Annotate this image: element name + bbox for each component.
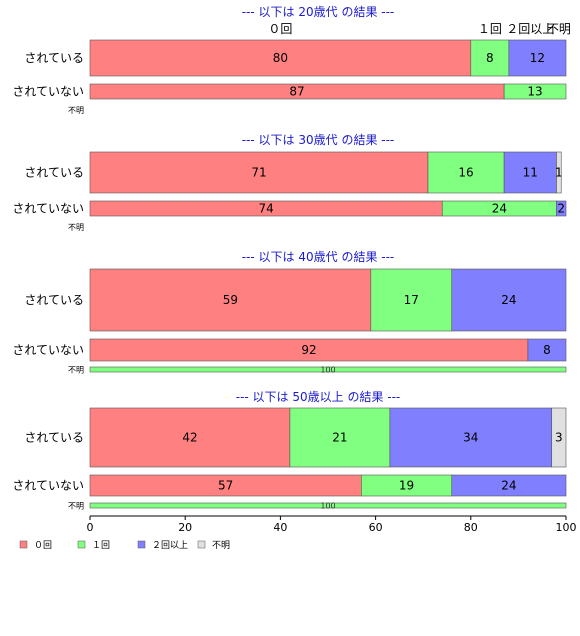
x-tick-label-1: 20 (178, 521, 192, 534)
row-label-0-0: されている (24, 51, 84, 65)
x-tick-label-3: 60 (369, 521, 383, 534)
legend-swatch-0 (19, 540, 28, 549)
bar-label-1-1-2: 2 (557, 202, 565, 216)
bar-segment-2-0-0 (89, 268, 372, 332)
bar-segment-2-2-1 (89, 366, 567, 373)
row-label-3-1: されていない (12, 479, 84, 493)
panel-title-2: --- 以下は 40歳代 の結果 --- (242, 250, 395, 264)
bar-label-3-1-0: 57 (218, 479, 233, 493)
bar-label-3-0-3: 3 (555, 431, 563, 445)
bar-label-3-2-1: 100 (320, 502, 335, 511)
bar-segment-1-1-2 (556, 200, 567, 217)
legend-label-0: ０回 (34, 540, 52, 551)
x-tick-label-5: 100 (556, 521, 577, 534)
bar-segment-3-0-3 (551, 407, 567, 468)
bar-label-3-0-0: 42 (182, 431, 197, 445)
legend-swatch-3 (197, 540, 206, 549)
bar-label-3-0-2: 34 (463, 431, 478, 445)
x-tick-label-2: 40 (273, 521, 287, 534)
bar-label-0-0-1: 8 (486, 51, 494, 65)
bar-segment-3-0-2 (389, 407, 553, 468)
bar-segment-0-0-1 (470, 39, 510, 77)
row-label-3-2: 不明 (68, 502, 84, 511)
legend-label-2: ２回以上 (152, 540, 188, 551)
bar-label-2-1-2: 8 (543, 343, 551, 357)
bar-label-0-1-1: 13 (527, 85, 542, 99)
bar-label-1-0-1: 16 (458, 166, 473, 180)
x-tick-label-0: 0 (87, 521, 94, 534)
bar-segment-2-1-2 (527, 338, 567, 362)
column-label-0: ０回 (268, 22, 292, 36)
bar-label-3-1-1: 19 (399, 479, 414, 493)
bar-segment-3-0-0 (89, 407, 291, 468)
row-label-1-2: 不明 (68, 223, 84, 232)
bar-label-2-0-0: 59 (223, 293, 238, 307)
bar-label-0-1-0: 87 (289, 85, 304, 99)
row-label-1-1: されていない (12, 202, 84, 216)
row-label-3-0: されている (24, 431, 84, 445)
bar-label-2-0-1: 17 (404, 293, 419, 307)
bar-label-1-0-2: 11 (523, 166, 538, 180)
row-label-2-0: されている (24, 293, 84, 307)
bar-label-2-2-1: 100 (320, 366, 335, 375)
bar-label-3-1-2: 24 (501, 479, 516, 493)
column-label-2: ２回以上 (506, 22, 554, 36)
row-label-2-2: 不明 (68, 366, 84, 375)
column-label-1: １回 (478, 22, 502, 36)
bar-segment-1-0-1 (427, 151, 505, 194)
bar-segment-1-0-2 (503, 151, 557, 194)
panel-title-3: --- 以下は 50歳以上 の結果 --- (236, 390, 401, 404)
bar-label-2-0-2: 24 (501, 293, 516, 307)
legend-swatch-1 (77, 540, 86, 549)
row-label-2-1: されていない (12, 343, 84, 357)
bar-segment-0-0-2 (508, 39, 567, 77)
bar-label-1-1-1: 24 (492, 202, 507, 216)
bar-segment-3-0-1 (289, 407, 391, 468)
bar-label-1-0-3: 1 (555, 166, 563, 180)
row-label-1-0: されている (24, 166, 84, 180)
bar-segment-0-1-1 (503, 83, 567, 100)
bar-segment-3-1-2 (451, 474, 567, 497)
bar-segment-2-0-2 (451, 268, 567, 332)
bar-label-1-0-0: 71 (251, 166, 266, 180)
bar-label-3-0-1: 21 (332, 431, 347, 445)
row-label-0-2: 不明 (68, 106, 84, 115)
bar-label-0-0-2: 12 (530, 51, 545, 65)
bar-label-0-0-0: 80 (273, 51, 288, 65)
bar-segment-1-0-0 (89, 151, 429, 194)
panel-title-0: --- 以下は 20歳代 の結果 --- (242, 5, 395, 19)
legend-label-3: 不明 (212, 540, 230, 551)
bar-label-2-1-0: 92 (301, 343, 316, 357)
panel-title-1: --- 以下は 30歳代 の結果 --- (242, 133, 395, 147)
legend-label-1: １回 (92, 540, 110, 551)
bar-segment-1-0-3 (556, 151, 562, 194)
legend-swatch-2 (137, 540, 146, 549)
column-label-3: 不明 (547, 22, 571, 36)
bar-label-1-1-0: 74 (258, 202, 273, 216)
row-label-0-1: されていない (12, 85, 84, 99)
x-tick-label-4: 80 (464, 521, 478, 534)
bar-segment-3-2-1 (89, 502, 567, 509)
bar-segment-2-0-1 (370, 268, 453, 332)
